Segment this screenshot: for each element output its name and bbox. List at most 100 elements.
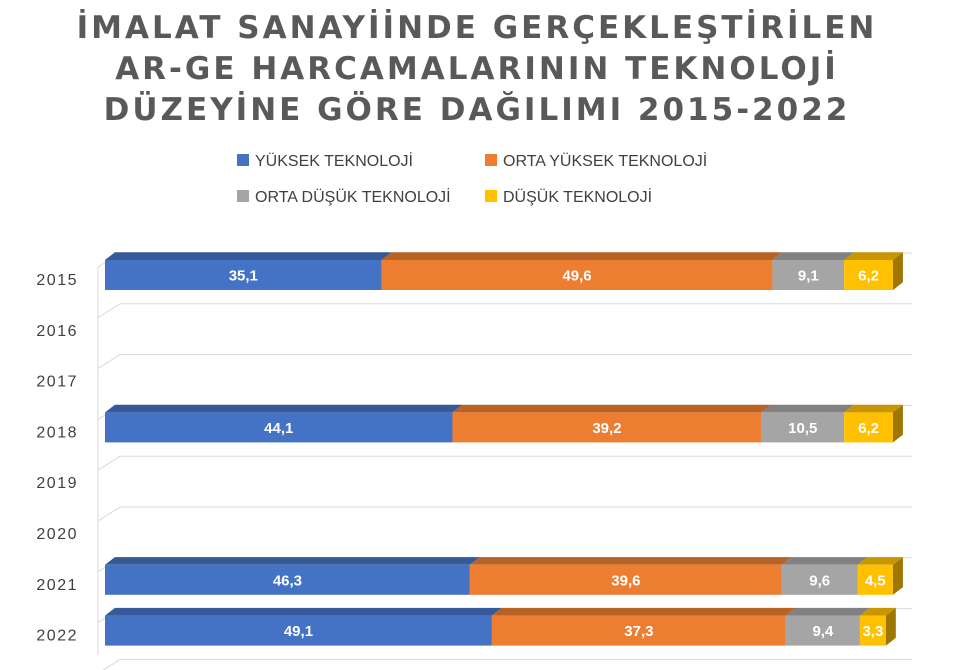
bar-segment: 37,3	[491, 607, 796, 646]
bar-segment: 46,3	[105, 557, 480, 595]
gridlines	[97, 252, 912, 670]
gridline-slant	[97, 354, 121, 370]
data-label: 39,2	[592, 420, 621, 437]
bar-segment: 9,6	[781, 557, 868, 595]
bar-top-face	[469, 557, 792, 565]
legend-item: DÜŞÜK TEKNOLOJİ	[485, 187, 652, 206]
bar-top-face	[105, 252, 392, 260]
bar-top-face	[772, 252, 855, 260]
y-tick-label: 2017	[36, 374, 78, 391]
bar	[857, 564, 893, 595]
y-tick-label: 2020	[36, 526, 78, 543]
bar-top-face	[105, 404, 463, 413]
data-label: 3,3	[862, 623, 883, 640]
gridline-slant	[97, 303, 121, 319]
bar-segment: 39,6	[469, 557, 792, 595]
bar-segment: 39,2	[452, 404, 772, 443]
bar	[491, 615, 786, 646]
chart-title-line-3: DÜZEYİNE GÖRE DAĞILIMI 2015-2022	[104, 91, 851, 128]
y-tick-label: 2018	[36, 424, 78, 441]
y-tick-label: 2021	[36, 577, 78, 594]
legend-item: ORTA DÜŞÜK TEKNOLOJİ	[237, 187, 451, 206]
bar-top-face	[859, 607, 896, 616]
bar-segment: 6,2	[844, 404, 903, 443]
bar	[452, 412, 762, 443]
legend-label: ORTA YÜKSEK TEKNOLOJİ	[503, 151, 707, 170]
y-tick-label: 2019	[36, 475, 78, 492]
bar-segment: 9,4	[785, 607, 870, 646]
bar	[469, 564, 782, 595]
data-label: 49,6	[562, 268, 591, 285]
gridline-slant	[97, 506, 121, 522]
bar	[761, 412, 845, 443]
legend: YÜKSEK TEKNOLOJİ ORTA YÜKSEK TEKNOLOJİ ORT…	[237, 151, 707, 206]
legend-swatch	[237, 190, 249, 202]
bar-top-face	[781, 557, 868, 565]
bar-top-face	[761, 404, 855, 413]
bar-segment: 4,5	[857, 557, 903, 595]
legend-label: ORTA DÜŞÜK TEKNOLOJİ	[255, 187, 451, 206]
data-label: 44,1	[264, 420, 293, 437]
gridline-slant	[97, 455, 121, 471]
bar-segment: 3,3	[859, 607, 896, 646]
bar	[785, 615, 860, 646]
legend-label: DÜŞÜK TEKNOLOJİ	[503, 187, 652, 206]
bars: 35,1 49,6 9,1 6,2 44,1 39,2 10,5 6,2 46,3 39,6 9,6…	[105, 252, 903, 646]
data-label: 10,5	[788, 420, 817, 437]
chart-title: İMALAT SANAYİİNDE GERÇEKLEŞTİRİLEN AR-GE …	[77, 10, 878, 128]
bar-segment: 6,2	[844, 252, 903, 290]
data-label: 46,3	[273, 572, 302, 589]
chart-title-line-2: AR-GE HARCAMALARININ TEKNOLOJİ	[115, 51, 839, 87]
legend-swatch	[237, 154, 249, 166]
bar	[844, 412, 893, 443]
bar-top-face	[452, 404, 772, 413]
bar-top-face	[785, 607, 870, 616]
data-label: 37,3	[624, 623, 653, 640]
y-axis: 2015 2016 2017 2018 2019 2020 2021 2022	[36, 272, 78, 645]
legend-item: ORTA YÜKSEK TEKNOLOJİ	[485, 151, 707, 170]
bar-side-face	[893, 252, 903, 290]
bar	[381, 260, 773, 290]
bar	[105, 615, 492, 646]
bar-side-face	[885, 607, 896, 646]
bar-segment: 49,1	[105, 607, 502, 646]
data-label: 4,5	[865, 572, 886, 589]
legend-swatch	[485, 154, 497, 166]
bar-side-face	[893, 404, 903, 443]
y-tick-label: 2015	[36, 272, 78, 289]
bar-top-face	[491, 607, 796, 616]
bar	[105, 412, 453, 443]
bar-top-face	[381, 252, 783, 260]
bar	[781, 564, 858, 595]
gridline-slant	[102, 658, 121, 670]
bar-top-face	[844, 404, 903, 413]
chart-title-line-1: İMALAT SANAYİİNDE GERÇEKLEŞTİRİLEN	[77, 10, 878, 46]
bar-segment: 35,1	[105, 252, 392, 290]
bar-segment: 44,1	[105, 404, 463, 443]
data-label: 9,6	[809, 572, 830, 589]
legend-swatch	[485, 190, 497, 202]
data-label: 35,1	[229, 268, 258, 285]
data-label: 9,1	[798, 268, 819, 285]
bar	[844, 260, 893, 290]
legend-label: YÜKSEK TEKNOLOJİ	[255, 151, 413, 170]
data-label: 9,4	[812, 623, 834, 640]
bar-top-face	[105, 607, 502, 616]
bar-top-face	[857, 557, 903, 565]
bar-segment: 9,1	[772, 252, 855, 290]
y-tick-label: 2022	[36, 628, 78, 645]
y-tick-label: 2016	[36, 323, 78, 340]
bar	[105, 564, 470, 595]
bar-top-face	[105, 557, 480, 565]
legend-item: YÜKSEK TEKNOLOJİ	[237, 151, 413, 170]
bar-segment: 49,6	[381, 252, 783, 290]
bar-side-face	[893, 557, 903, 595]
data-label: 6,2	[858, 420, 879, 437]
data-label: 6,2	[858, 268, 879, 285]
data-label: 39,6	[611, 572, 640, 589]
bar-segment: 10,5	[761, 404, 855, 443]
bar-top-face	[844, 252, 903, 260]
data-label: 49,1	[284, 623, 313, 640]
